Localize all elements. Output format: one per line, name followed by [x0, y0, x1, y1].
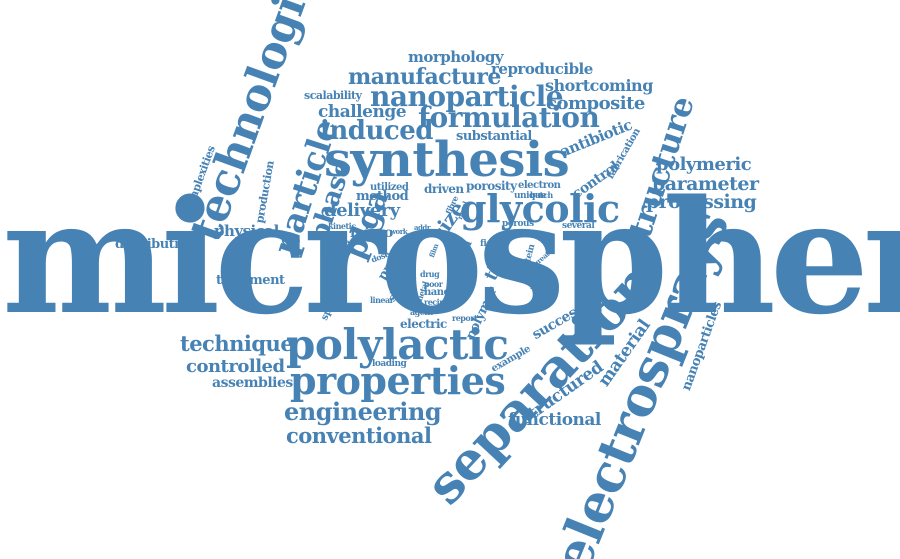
word-driven: driven [424, 182, 464, 196]
word-unique: unique [514, 191, 547, 201]
word-loading: loading [372, 359, 407, 369]
word-several: several [562, 221, 595, 231]
word-electric: electric [400, 317, 447, 331]
word-work: work [390, 227, 408, 236]
word-drug: drug [420, 269, 440, 279]
word-physical: physical [214, 222, 279, 240]
word-induced: induced [320, 116, 433, 146]
word-composite: composite [546, 93, 645, 114]
word-batch: batch [530, 190, 553, 200]
word-engineering: engineering [284, 397, 442, 426]
word-nanoparticle: nanoparticle [370, 80, 564, 113]
word-utilized: utilized [370, 182, 409, 193]
word-processing: processing [646, 191, 757, 213]
word-formulation: formulation [418, 101, 600, 134]
word-nano: nano [424, 287, 450, 298]
word-porous: porous [502, 219, 534, 229]
word-linear: linear [370, 295, 394, 305]
word-substantial: substantial [456, 129, 532, 144]
word-distribution: distribution [115, 237, 196, 252]
word-addr: addr [414, 223, 431, 232]
word-polylactic: polylactic [286, 320, 509, 369]
word-glycolic: glycolic [460, 186, 620, 231]
word-poor: poor [424, 279, 443, 289]
word-thesis: thesis [336, 237, 360, 247]
word-controlled: controlled [186, 356, 285, 377]
word-field: field [480, 239, 501, 249]
word-conventional: conventional [286, 423, 432, 448]
word-synthesis: synthesis [324, 132, 570, 188]
word-parameter: parameter [652, 173, 759, 195]
word-manufacture: manufacture [348, 64, 501, 90]
word-report: report [452, 313, 478, 323]
word-recipe: recipe [424, 297, 449, 307]
word-porosity: porosity [466, 179, 517, 193]
word-shortcoming: shortcoming [545, 76, 653, 95]
word-properties: properties [290, 358, 506, 403]
word-electron: electron [518, 180, 561, 191]
word-polymeric: polymeric [656, 154, 752, 175]
word-agent: agent [410, 307, 433, 317]
word-reproducible: reproducible [491, 60, 593, 78]
word-treatment: treatment [216, 273, 285, 288]
word-micro: micro [350, 225, 393, 241]
word-assemblies: assemblies [212, 375, 293, 391]
word-microsphere: microsphere [2, 166, 900, 349]
word-delivery: delivery [324, 200, 400, 221]
word-functional: functional [508, 410, 601, 430]
word-kinetic: kinetic [328, 221, 356, 231]
word-affect: affect [530, 271, 553, 281]
word-scalability: scalability [304, 89, 362, 102]
word-morphology: morphology [408, 48, 504, 66]
word-method: method [356, 189, 409, 204]
word-technique: technique [180, 331, 294, 356]
word-scale: scale [530, 281, 551, 291]
word-challenge: challenge [318, 102, 407, 122]
